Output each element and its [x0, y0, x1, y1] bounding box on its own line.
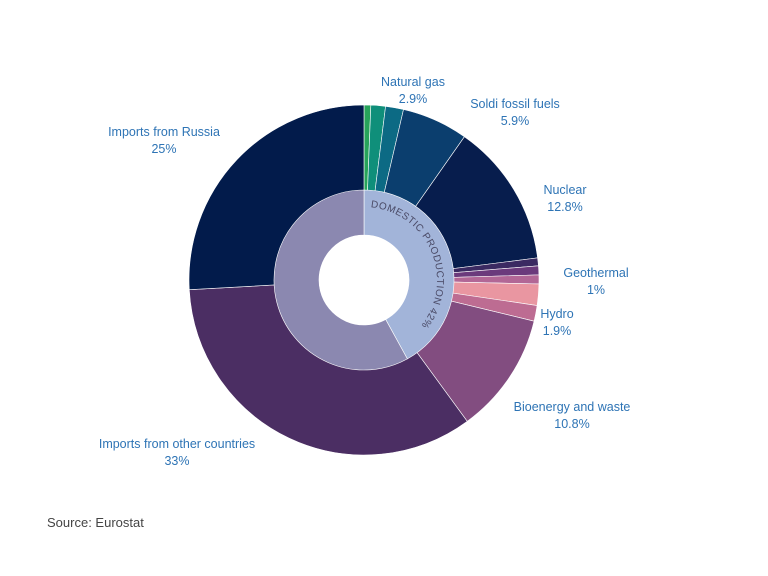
pct-hydro: 1.9%	[543, 324, 572, 338]
pct-imports-russia: 25%	[151, 142, 176, 156]
label-hydro: Hydro	[540, 307, 573, 321]
label-imports-other: Imports from other countries	[99, 437, 255, 451]
label-solid-fossil-fuels: Soldi fossil fuels	[470, 97, 560, 111]
pct-solid-fossil-fuels: 5.9%	[501, 114, 530, 128]
label-imports-russia: Imports from Russia	[108, 125, 220, 139]
pct-geothermal: 1%	[587, 283, 605, 297]
donut-hole	[319, 235, 409, 325]
label-natural-gas: Natural gas	[381, 75, 445, 89]
pct-natural-gas: 2.9%	[399, 92, 428, 106]
pct-nuclear: 12.8%	[547, 200, 582, 214]
label-geothermal: Geothermal	[563, 266, 628, 280]
source-note: Source: Eurostat	[47, 515, 144, 530]
pct-imports-other: 33%	[164, 454, 189, 468]
label-nuclear: Nuclear	[543, 183, 586, 197]
pct-bioenergy: 10.8%	[554, 417, 589, 431]
label-bioenergy: Bioenergy and waste	[514, 400, 631, 414]
